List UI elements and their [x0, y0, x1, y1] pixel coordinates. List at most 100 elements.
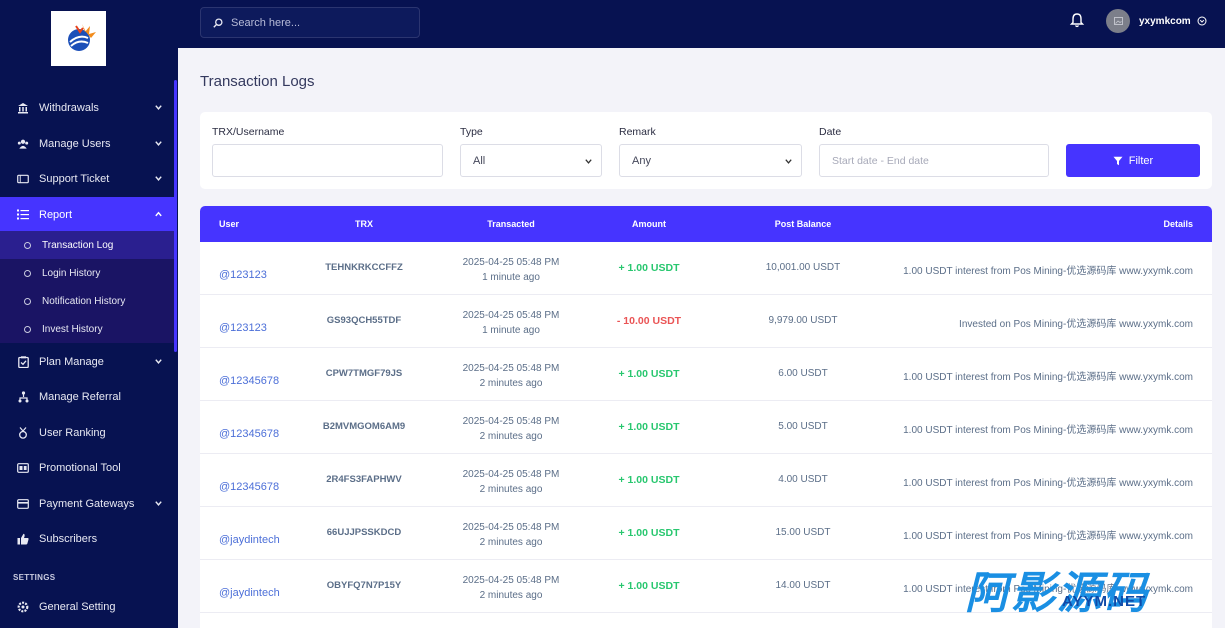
sidebar-item-report[interactable]: Report [0, 197, 174, 232]
tree-icon [17, 390, 29, 403]
table-row: @jaydintech 66UJJPSSKDCD 2025-04-25 05:4… [200, 507, 1212, 560]
details: Invested on Pos Mining-优选源码库 www.yxymk.c… [959, 319, 1193, 330]
transacted-date: 2025-04-25 05:48 PM [462, 575, 560, 586]
post-balance: 5.00 USDT [778, 421, 828, 432]
gear-icon [17, 601, 29, 613]
user-link[interactable]: @jaydintech [219, 587, 280, 599]
sidebar-subitem-transaction-log[interactable]: Transaction Log [0, 231, 174, 259]
watermark: 阿影源码 AYYM.NET [965, 563, 1187, 618]
transacted-cell: 2025-04-25 05:48 PM 1 minute ago [441, 255, 581, 285]
filter-icon [1113, 156, 1123, 165]
sidebar-scrollbar[interactable] [174, 80, 177, 352]
details: 1.00 USDT interest from Pos Mining-优选源码库… [903, 425, 1193, 436]
sidebar-item-plan-manage[interactable]: Plan Manage [0, 344, 174, 379]
chevron-down-icon [585, 159, 592, 164]
filter-button-label: Filter [1128, 154, 1154, 167]
sidebar-subitem-invest-history[interactable]: Invest History [0, 315, 174, 343]
sidebar-subitem-notification-history[interactable]: Notification History [0, 287, 174, 315]
circle-icon [24, 269, 31, 277]
date-range-placeholder: Start date - End date [832, 154, 929, 167]
transacted-date: 2025-04-25 05:48 PM [462, 363, 560, 374]
remark-select[interactable]: Any [619, 144, 802, 177]
chevron-down-icon [155, 359, 162, 364]
header-details: Details [1163, 219, 1193, 229]
details: 1.00 USDT interest from Pos Mining-优选源码库… [903, 584, 1193, 595]
filter-button[interactable]: Filter [1066, 144, 1200, 177]
trx-id: OBYFQ7N7P15Y [326, 580, 402, 591]
chevron-down-icon [155, 141, 162, 146]
table-row: @123123 GS93QCH55TDF 2025-04-25 05:48 PM… [200, 295, 1212, 348]
user-link[interactable]: @12345678 [219, 481, 280, 493]
sidebar-item-label: Report [39, 208, 73, 221]
details: 1.00 USDT interest from Pos Mining-优选源码库… [903, 266, 1193, 277]
username[interactable]: yxymkcom [1139, 16, 1191, 27]
bell-icon[interactable] [1069, 12, 1085, 28]
post-balance: 14.00 USDT [775, 580, 831, 591]
chevron-down-icon [785, 159, 792, 164]
trx-username-label: TRX/Username [212, 126, 285, 138]
table-header: User TRX Transacted Amount Post Balance … [200, 206, 1212, 242]
search-input[interactable] [231, 16, 411, 29]
table-row: @123123 TEHNKRKCCFFZ 2025-04-25 05:48 PM… [200, 242, 1212, 295]
transacted-ago: 2 minutes ago [479, 431, 543, 442]
transacted-ago: 1 minute ago [482, 272, 540, 283]
sidebar-item-general-setting[interactable]: General Setting [0, 589, 174, 624]
chevron-down-circle-icon[interactable] [1197, 16, 1207, 26]
trx-username-input[interactable] [212, 144, 443, 177]
transacted-ago: 2 minutes ago [479, 378, 543, 389]
sidebar-item-label: General Setting [39, 600, 116, 613]
chevron-down-icon [155, 105, 162, 110]
table-row: @12345678 CPW7TMGF79JS 2025-04-25 05:48 … [200, 348, 1212, 401]
amount: + 1.00 USDT [618, 421, 680, 433]
sidebar-item-label: User Ranking [39, 426, 106, 439]
type-select-value: All [473, 154, 486, 167]
user-link[interactable]: @12345678 [219, 428, 280, 440]
sidebar: Withdrawals Manage Users Support Ticket … [0, 0, 178, 628]
sidebar-subitem-label: Invest History [42, 323, 103, 335]
ticket-icon [17, 173, 29, 185]
sidebar-item-withdrawals[interactable]: Withdrawals [0, 90, 174, 125]
transactions-table: User TRX Transacted Amount Post Balance … [200, 206, 1212, 628]
sidebar-item-manage-referral[interactable]: Manage Referral [0, 379, 174, 414]
amount: + 1.00 USDT [618, 368, 680, 380]
trx-id: B2MVMGOM6AM9 [322, 421, 406, 432]
brand-logo[interactable] [51, 11, 106, 66]
settings-section-title: SETTINGS [13, 573, 56, 582]
avatar[interactable] [1106, 9, 1130, 33]
table-row: @12345678 2R4FS3FAPHWV 2025-04-25 05:48 … [200, 454, 1212, 507]
amount: + 1.00 USDT [618, 527, 680, 539]
date-range-input[interactable]: Start date - End date [819, 144, 1049, 177]
search-icon [213, 17, 223, 28]
user-link[interactable]: @123123 [219, 322, 267, 334]
type-select[interactable]: All [460, 144, 602, 177]
users-icon [17, 138, 29, 150]
sidebar-item-label: Manage Referral [39, 390, 121, 403]
sidebar-item-subscribers[interactable]: Subscribers [0, 521, 174, 556]
transacted-cell: 2025-04-25 05:48 PM 2 minutes ago [441, 414, 581, 444]
trx-id: CPW7TMGF79JS [325, 368, 403, 379]
sidebar-item-user-ranking[interactable]: User Ranking [0, 415, 174, 450]
amount: + 1.00 USDT [618, 474, 680, 486]
sidebar-item-promotional-tool[interactable]: Promotional Tool [0, 450, 174, 485]
search-box[interactable] [200, 7, 420, 38]
transacted-date: 2025-04-25 05:48 PM [462, 257, 560, 268]
sidebar-item-label: Subscribers [39, 532, 98, 545]
card-icon [17, 498, 29, 510]
ad-icon [17, 462, 29, 474]
user-link[interactable]: @123123 [219, 269, 267, 281]
transacted-cell: 2025-04-25 05:48 PM 2 minutes ago [441, 573, 581, 603]
sidebar-item-payment-gateways[interactable]: Payment Gateways [0, 486, 174, 521]
sidebar-item-support-ticket[interactable]: Support Ticket [0, 161, 174, 196]
bank-icon [17, 102, 29, 114]
header-post-balance: Post Balance [774, 219, 832, 229]
user-link[interactable]: @12345678 [219, 375, 280, 387]
sidebar-subitem-login-history[interactable]: Login History [0, 259, 174, 287]
sidebar-item-manage-users[interactable]: Manage Users [0, 126, 174, 161]
trx-id: 2R4FS3FAPHWV [326, 474, 402, 485]
details: 1.00 USDT interest from Pos Mining-优选源码库… [903, 372, 1193, 383]
user-link[interactable]: @jaydintech [219, 534, 280, 546]
transacted-cell: 2025-04-25 05:48 PM 2 minutes ago [441, 361, 581, 391]
trx-id: GS93QCH55TDF [326, 315, 402, 326]
post-balance: 15.00 USDT [775, 527, 831, 538]
date-label: Date [819, 126, 842, 138]
